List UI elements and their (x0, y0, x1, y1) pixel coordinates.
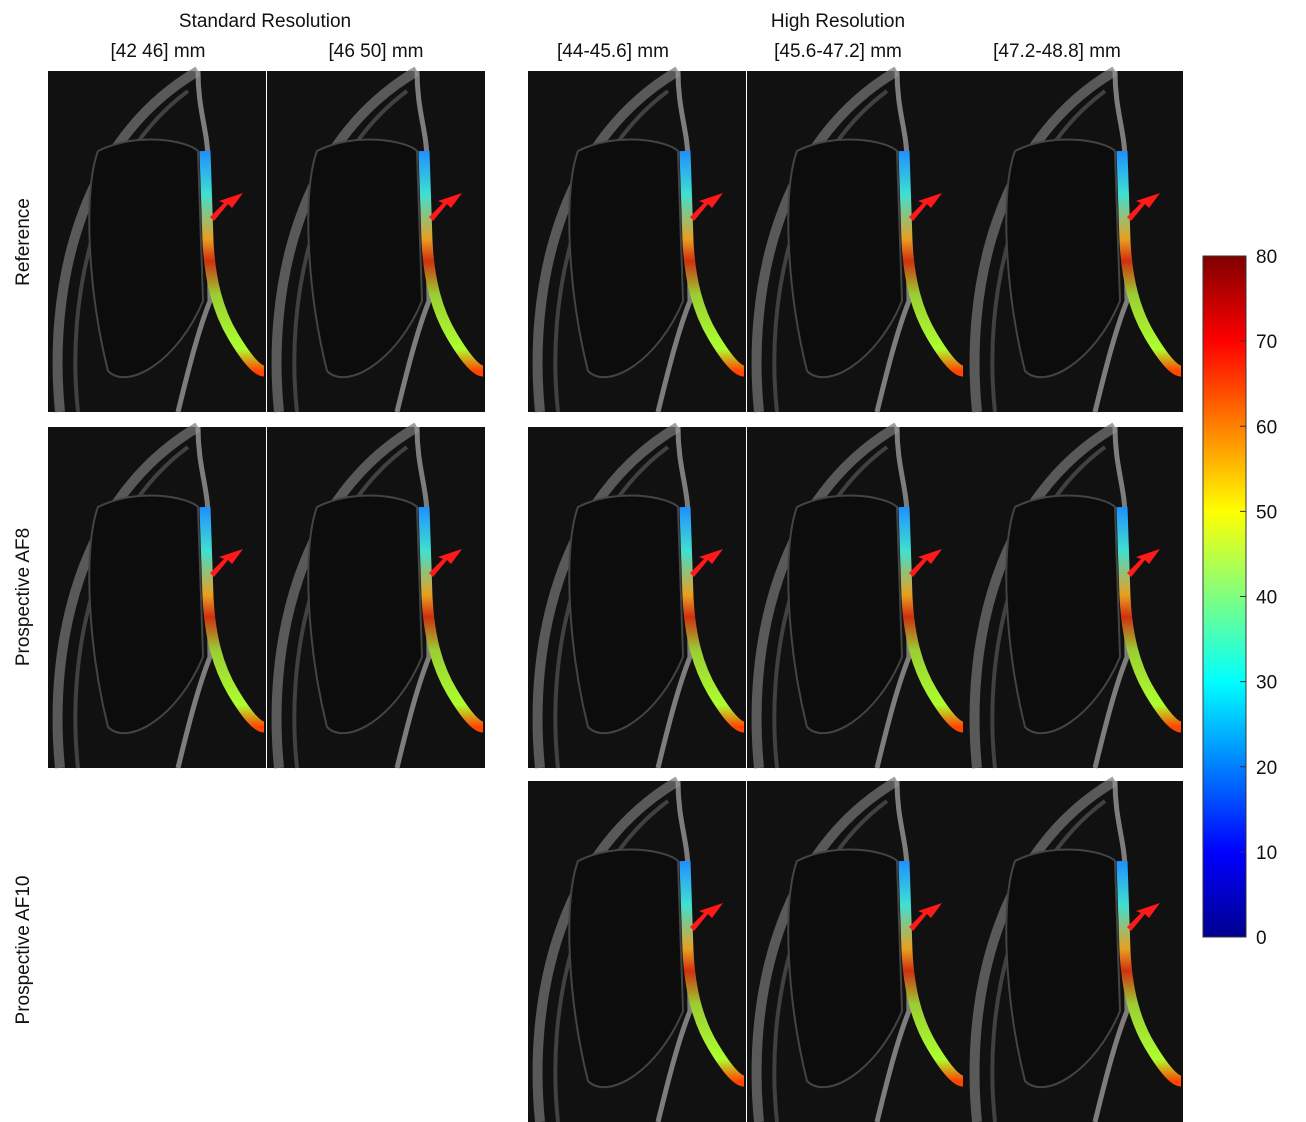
tissue-arc (751, 66, 900, 413)
mri-panel (528, 66, 746, 413)
bone-region (787, 138, 904, 379)
cartilage-map (418, 150, 485, 377)
tissue-arc (969, 776, 1118, 1122)
column-label: [42 46] mm (110, 41, 205, 62)
bone-region (1005, 848, 1122, 1089)
cartilage-map (418, 506, 485, 733)
arrow (909, 903, 942, 931)
column-label: [47.2-48.8] mm (993, 41, 1121, 62)
mri-panel (965, 66, 1183, 413)
bone-region (568, 848, 685, 1089)
ligament (175, 426, 213, 769)
arrow (690, 549, 723, 577)
tissue-arc (271, 66, 420, 413)
bone-region (307, 494, 424, 735)
mri-panel (528, 422, 746, 769)
cartilage-map (898, 860, 965, 1087)
group-header: Standard Resolution (179, 11, 351, 32)
tissue-arc (969, 422, 1118, 769)
arrow (1127, 549, 1160, 577)
tissue-arc (969, 66, 1118, 413)
row-label: Prospective AF8 (13, 528, 34, 666)
row-label: Reference (13, 198, 34, 286)
cartilage-map (1116, 150, 1183, 377)
colorbar-tick-label: 40 (1256, 588, 1277, 609)
bone-region (307, 138, 424, 379)
colorbar-tick-label: 80 (1256, 247, 1277, 268)
mri-panel (267, 422, 485, 769)
colorbar-tick-label: 70 (1256, 332, 1277, 353)
tissue-arc (751, 422, 900, 769)
ligament (655, 780, 693, 1122)
row-label: Prospective AF10 (13, 876, 34, 1025)
cartilage-map (1116, 506, 1183, 733)
cartilage-map (898, 506, 965, 733)
ligament (655, 426, 693, 769)
column-label: [44-45.6] mm (557, 41, 669, 62)
arrow (210, 549, 243, 577)
mri-panel (965, 776, 1183, 1122)
ligament (1092, 426, 1130, 769)
arrow (210, 193, 243, 221)
mri-panel (747, 422, 965, 769)
arrow (429, 193, 462, 221)
bone-region (1005, 138, 1122, 379)
cartilage-map (898, 150, 965, 377)
cartilage-map (679, 860, 746, 1087)
arrow (1127, 903, 1160, 931)
ligament (874, 780, 912, 1122)
bone-region (88, 138, 205, 379)
arrow (909, 193, 942, 221)
ligament (175, 70, 213, 413)
bone-region (787, 494, 904, 735)
colorbar-tick-label: 20 (1256, 758, 1277, 779)
tissue-arc (532, 66, 681, 413)
bone-region (88, 494, 205, 735)
colorbar-tick-label: 10 (1256, 843, 1277, 864)
group-header: High Resolution (771, 11, 905, 32)
cartilage-map (199, 506, 266, 733)
cartilage-map (199, 150, 266, 377)
ligament (1092, 70, 1130, 413)
mri-panel (965, 422, 1183, 769)
ligament (1092, 780, 1130, 1122)
tissue-arc (271, 422, 420, 769)
colorbar-tick-label: 30 (1256, 673, 1277, 694)
mri-panel (267, 66, 485, 413)
tissue-arc (52, 66, 201, 413)
tissue-arc (532, 422, 681, 769)
arrow (690, 903, 723, 931)
ligament (874, 426, 912, 769)
ligament (874, 70, 912, 413)
mri-panel (747, 66, 965, 413)
mri-panel (528, 776, 746, 1122)
arrow (909, 549, 942, 577)
arrow (1127, 193, 1160, 221)
colorbar-tick-label: 50 (1256, 502, 1277, 523)
cartilage-map (679, 150, 746, 377)
bone-region (787, 848, 904, 1089)
bone-region (1005, 494, 1122, 735)
mri-panel (747, 776, 965, 1122)
cartilage-map (1116, 860, 1183, 1087)
colorbar-tick-label: 60 (1256, 417, 1277, 438)
column-label: [45.6-47.2] mm (774, 41, 902, 62)
mri-panel (48, 66, 266, 413)
bone-region (568, 494, 685, 735)
ligament (394, 70, 432, 413)
ligament (394, 426, 432, 769)
colorbar (1202, 255, 1247, 938)
column-label: [46 50] mm (328, 41, 423, 62)
tissue-arc (751, 776, 900, 1122)
ligament (655, 70, 693, 413)
colorbar-tick-label: 0 (1256, 928, 1267, 949)
arrow (690, 193, 723, 221)
cartilage-map (679, 506, 746, 733)
arrow (429, 549, 462, 577)
bone-region (568, 138, 685, 379)
mri-panel (48, 422, 266, 769)
tissue-arc (52, 422, 201, 769)
tissue-arc (532, 776, 681, 1122)
